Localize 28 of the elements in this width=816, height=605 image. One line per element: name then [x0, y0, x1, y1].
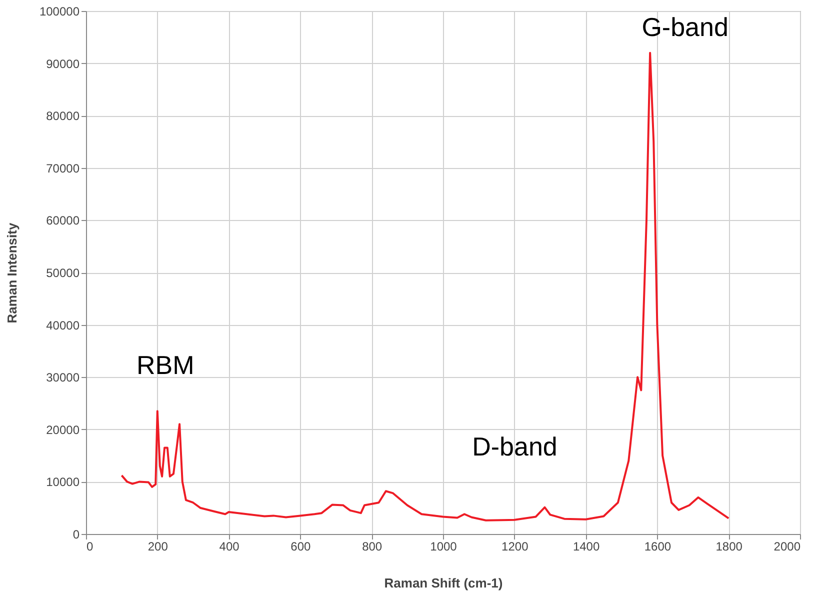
annotation: G-band [642, 12, 728, 42]
x-tick-label: 2000 [774, 540, 801, 554]
x-tick-label: 1200 [502, 540, 529, 554]
x-tick-label: 400 [219, 540, 240, 554]
x-tick-label: 1800 [716, 540, 743, 554]
y-axis-title: Raman Intensity [4, 222, 20, 324]
y-tick-label: 80000 [46, 109, 80, 124]
x-tick-label: 1600 [644, 540, 672, 554]
y-tick-label: 60000 [46, 214, 80, 228]
annotation: RBM [136, 350, 194, 380]
x-tick-label: 200 [148, 540, 168, 554]
x-axis-title: Raman Shift (cm-1) [384, 576, 503, 590]
y-tick-label: 90000 [46, 56, 80, 71]
y-tick-label: 50000 [46, 266, 80, 280]
y-tick-label: 100000 [39, 4, 80, 18]
x-tick-label: 800 [362, 540, 382, 554]
y-tick-label: 0 [72, 528, 80, 542]
y-tick-label: 20000 [46, 422, 80, 437]
line-series [120, 52, 730, 522]
x-tick-label: 1400 [572, 540, 600, 554]
x-tick-label: 1000 [430, 540, 458, 554]
y-tick-label: 40000 [46, 318, 80, 332]
x-tick-label: 0 [86, 540, 94, 554]
annotation: D-band [472, 431, 558, 462]
y-tick-label: 10000 [46, 475, 80, 490]
x-tick-label: 600 [290, 540, 312, 554]
y-tick-label: 30000 [46, 370, 80, 385]
y-tick-label: 70000 [46, 161, 80, 176]
